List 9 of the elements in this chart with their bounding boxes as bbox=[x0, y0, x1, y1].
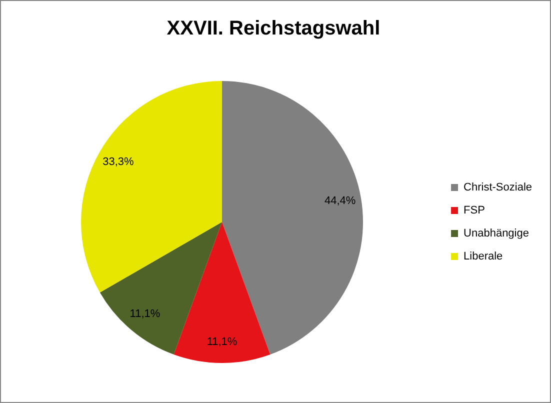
legend-label: Christ-Soziale bbox=[464, 182, 532, 194]
data-label: 11,1% bbox=[206, 336, 238, 348]
legend-label: FSP bbox=[464, 204, 485, 217]
chart-title: XXVII. Reichstagswahl bbox=[166, 18, 380, 40]
data-label: 33,3% bbox=[102, 156, 134, 168]
data-label: 44,4% bbox=[324, 195, 356, 208]
legend-label: Liberale bbox=[464, 250, 503, 263]
legend-label: Unabhängige bbox=[464, 228, 529, 240]
data-label: 11,1% bbox=[130, 308, 160, 320]
